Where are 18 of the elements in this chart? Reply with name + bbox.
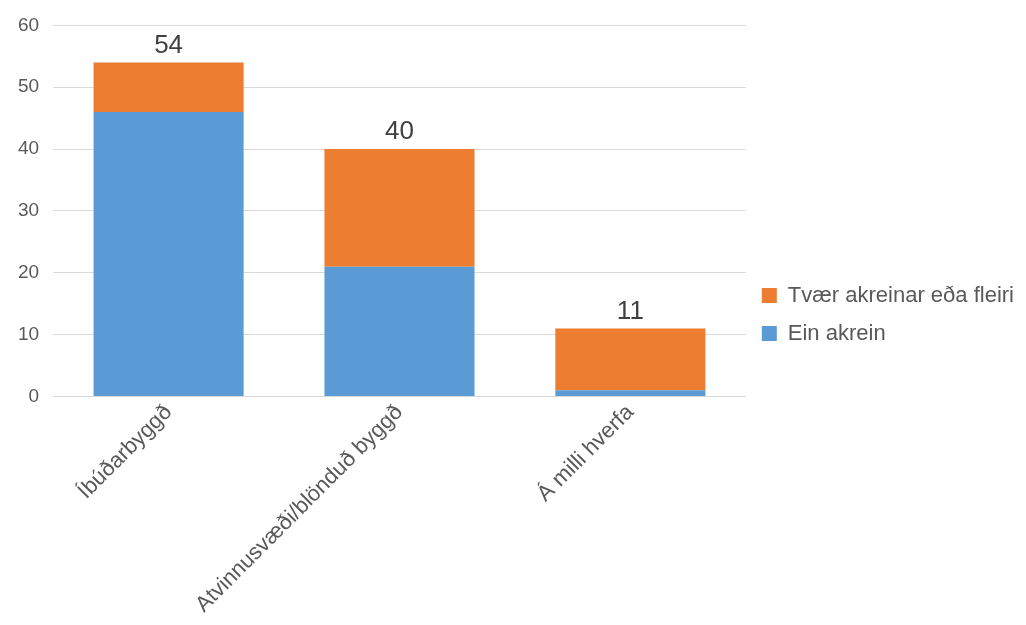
total-label: 40 bbox=[385, 115, 414, 146]
bar bbox=[555, 328, 706, 391]
y-tick-label: 50 bbox=[17, 75, 40, 97]
total-label: 54 bbox=[154, 28, 184, 59]
y-tick-label: 0 bbox=[28, 384, 40, 406]
y-tick-label: 10 bbox=[17, 322, 40, 344]
bar bbox=[324, 149, 475, 267]
total-label: 11 bbox=[616, 294, 644, 325]
bar bbox=[93, 112, 244, 397]
legend-label: Ein akrein bbox=[787, 319, 886, 345]
bar bbox=[324, 266, 475, 397]
bar bbox=[555, 390, 706, 397]
y-tick-label: 30 bbox=[17, 199, 40, 221]
y-tick-label: 20 bbox=[17, 261, 40, 283]
y-tick-label: 40 bbox=[17, 137, 40, 159]
bar bbox=[93, 62, 244, 112]
legend-label: Tvær akreinar eða fleiri bbox=[787, 281, 1014, 307]
y-tick-label: 60 bbox=[17, 13, 40, 35]
